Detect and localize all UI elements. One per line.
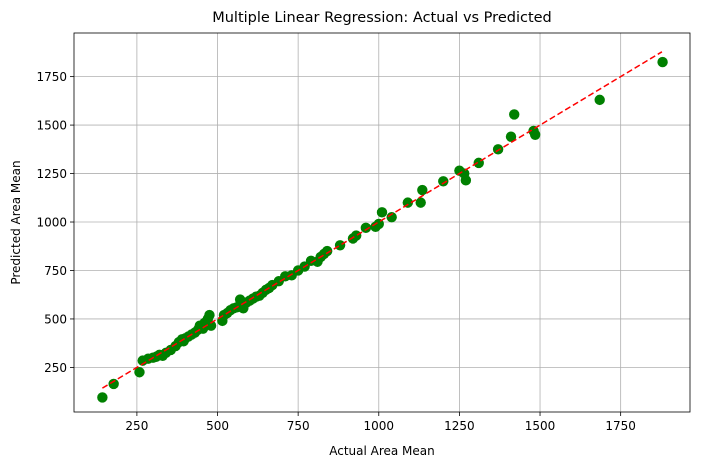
data-point [492, 144, 504, 155]
data-point [386, 211, 397, 223]
data-point [460, 175, 472, 186]
x-axis-label: Actual Area Mean [329, 444, 435, 458]
data-point [108, 378, 119, 390]
x-tick-label: 500 [206, 419, 229, 433]
data-point [505, 131, 517, 142]
data-point [205, 320, 217, 331]
data-point [509, 109, 520, 120]
points-layer [97, 56, 668, 403]
data-point [438, 176, 449, 187]
data-point [134, 367, 145, 378]
data-point [373, 218, 384, 230]
y-axis-label: Predicted Area Mean [9, 160, 23, 284]
data-point [415, 197, 426, 208]
y-tick-label: 250 [44, 361, 67, 375]
data-point [350, 230, 362, 241]
y-tick-label: 1000 [36, 216, 67, 230]
data-point [334, 240, 346, 251]
data-point [321, 245, 333, 257]
x-tick-label: 1750 [605, 419, 636, 433]
grid [74, 33, 690, 412]
plot-frame [73, 32, 691, 413]
y-tick-label: 1750 [36, 70, 67, 84]
data-point [529, 129, 541, 140]
x-tick-label: 1000 [364, 419, 395, 433]
data-point [657, 56, 668, 68]
x-tick-label: 1500 [525, 419, 556, 433]
data-point [204, 309, 215, 321]
y-tick-label: 500 [44, 312, 67, 326]
y-axis-ticks: 250 500 750 1000 1250 1500 1750 [36, 70, 74, 375]
data-point [594, 94, 605, 106]
chart-title: Multiple Linear Regression: Actual vs Pr… [212, 10, 552, 26]
y-tick-label: 1250 [36, 167, 67, 181]
x-tick-label: 750 [287, 419, 310, 433]
data-point [417, 184, 428, 196]
fit-line [101, 51, 663, 389]
data-point [376, 207, 388, 218]
y-tick-label: 750 [44, 264, 67, 278]
x-axis-ticks: 250 500 750 1000 1250 1500 1750 [125, 412, 636, 433]
y-tick-label: 1500 [36, 119, 67, 133]
x-tick-label: 250 [125, 419, 148, 433]
data-point [402, 197, 414, 208]
data-point [360, 222, 372, 234]
x-tick-label: 1250 [444, 419, 475, 433]
data-point [97, 392, 108, 403]
